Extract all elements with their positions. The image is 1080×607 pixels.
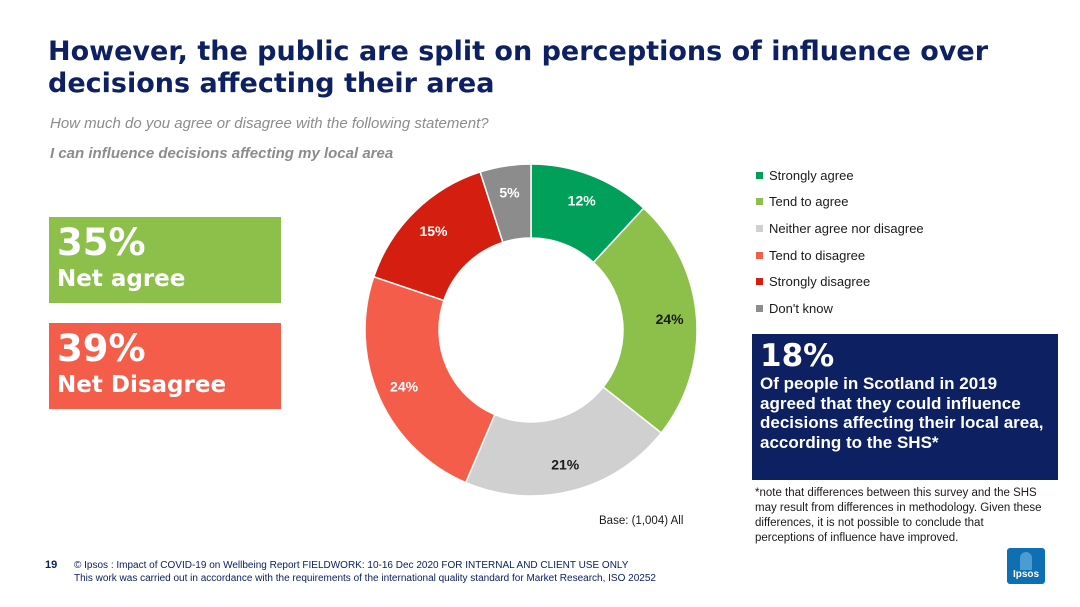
survey-statement: I can influence decisions affecting my l… — [50, 145, 394, 162]
donut-label-3: 21% — [551, 457, 580, 473]
donut-slice-3 — [464, 385, 663, 497]
legend-swatch-6 — [756, 304, 763, 312]
net-disagree-box: 39% Net Disagree — [49, 323, 281, 409]
donut-label-1: 12% — [568, 193, 597, 209]
legend-swatch-2 — [756, 198, 763, 206]
donut-slice-6 — [479, 163, 532, 244]
footer: © Ipsos : Impact of COVID-19 on Wellbein… — [74, 559, 656, 585]
donut-slice-2 — [592, 207, 698, 434]
legend-swatch-3 — [756, 224, 763, 232]
donut-label-5: 15% — [419, 223, 448, 239]
net-agree-label: Net agree — [57, 266, 186, 292]
net-agree-box: 35% Net agree — [49, 217, 281, 303]
legend-label-2: Tend to agree — [769, 194, 849, 210]
chart-legend: Strongly agree Tend to agree Neither agree… — [756, 162, 924, 322]
legend-swatch-5 — [756, 278, 763, 286]
ipsos-logo-mark-icon — [1020, 552, 1032, 570]
donut-slice-4 — [364, 275, 496, 484]
legend-label-5: Strongly disagree — [769, 274, 871, 290]
shs-text: Of people in Scotland in 2019 agreed tha… — [760, 374, 1044, 452]
page-number: 19 — [45, 559, 58, 571]
ipsos-logo-text: Ipsos — [1012, 569, 1040, 580]
legend-label-3: Neither agree nor disagree — [769, 220, 924, 236]
ipsos-logo: Ipsos — [1007, 548, 1045, 584]
donut-label-4: 24% — [390, 379, 419, 395]
legend-item-3: Neither agree nor disagree — [756, 215, 924, 242]
footer-line-2: This work was carried out in accordance … — [74, 573, 656, 584]
net-disagree-value: 39% — [57, 327, 146, 370]
legend-item-5: Strongly disagree — [756, 268, 924, 295]
legend-item-4: Tend to disagree — [756, 242, 924, 269]
footer-line-1: © Ipsos : Impact of COVID-19 on Wellbein… — [74, 560, 629, 571]
net-disagree-label: Net Disagree — [57, 372, 227, 398]
page-title: However, the public are split on percept… — [48, 36, 989, 99]
donut-label-2: 24% — [656, 311, 685, 327]
donut-label-6: 5% — [499, 185, 520, 201]
survey-question: How much do you agree or disagree with t… — [50, 115, 489, 132]
net-agree-value: 35% — [57, 221, 146, 264]
legend-swatch-1 — [756, 171, 763, 179]
shs-value: 18% — [760, 338, 835, 374]
legend-swatch-4 — [756, 251, 763, 259]
legend-item-6: Don't know — [756, 295, 924, 322]
legend-label-4: Tend to disagree — [769, 247, 866, 263]
methodology-note: *note that differences between this surv… — [755, 487, 1042, 544]
legend-item-1: Strongly agree — [756, 162, 924, 189]
base-size: Base: (1,004) All — [599, 515, 684, 527]
legend-label-1: Strongly agree — [769, 167, 854, 183]
shs-callout-box: 18% Of people in Scotland in 2019 agreed… — [752, 334, 1058, 480]
legend-label-6: Don't know — [769, 300, 833, 316]
legend-item-2: Tend to agree — [756, 189, 924, 216]
